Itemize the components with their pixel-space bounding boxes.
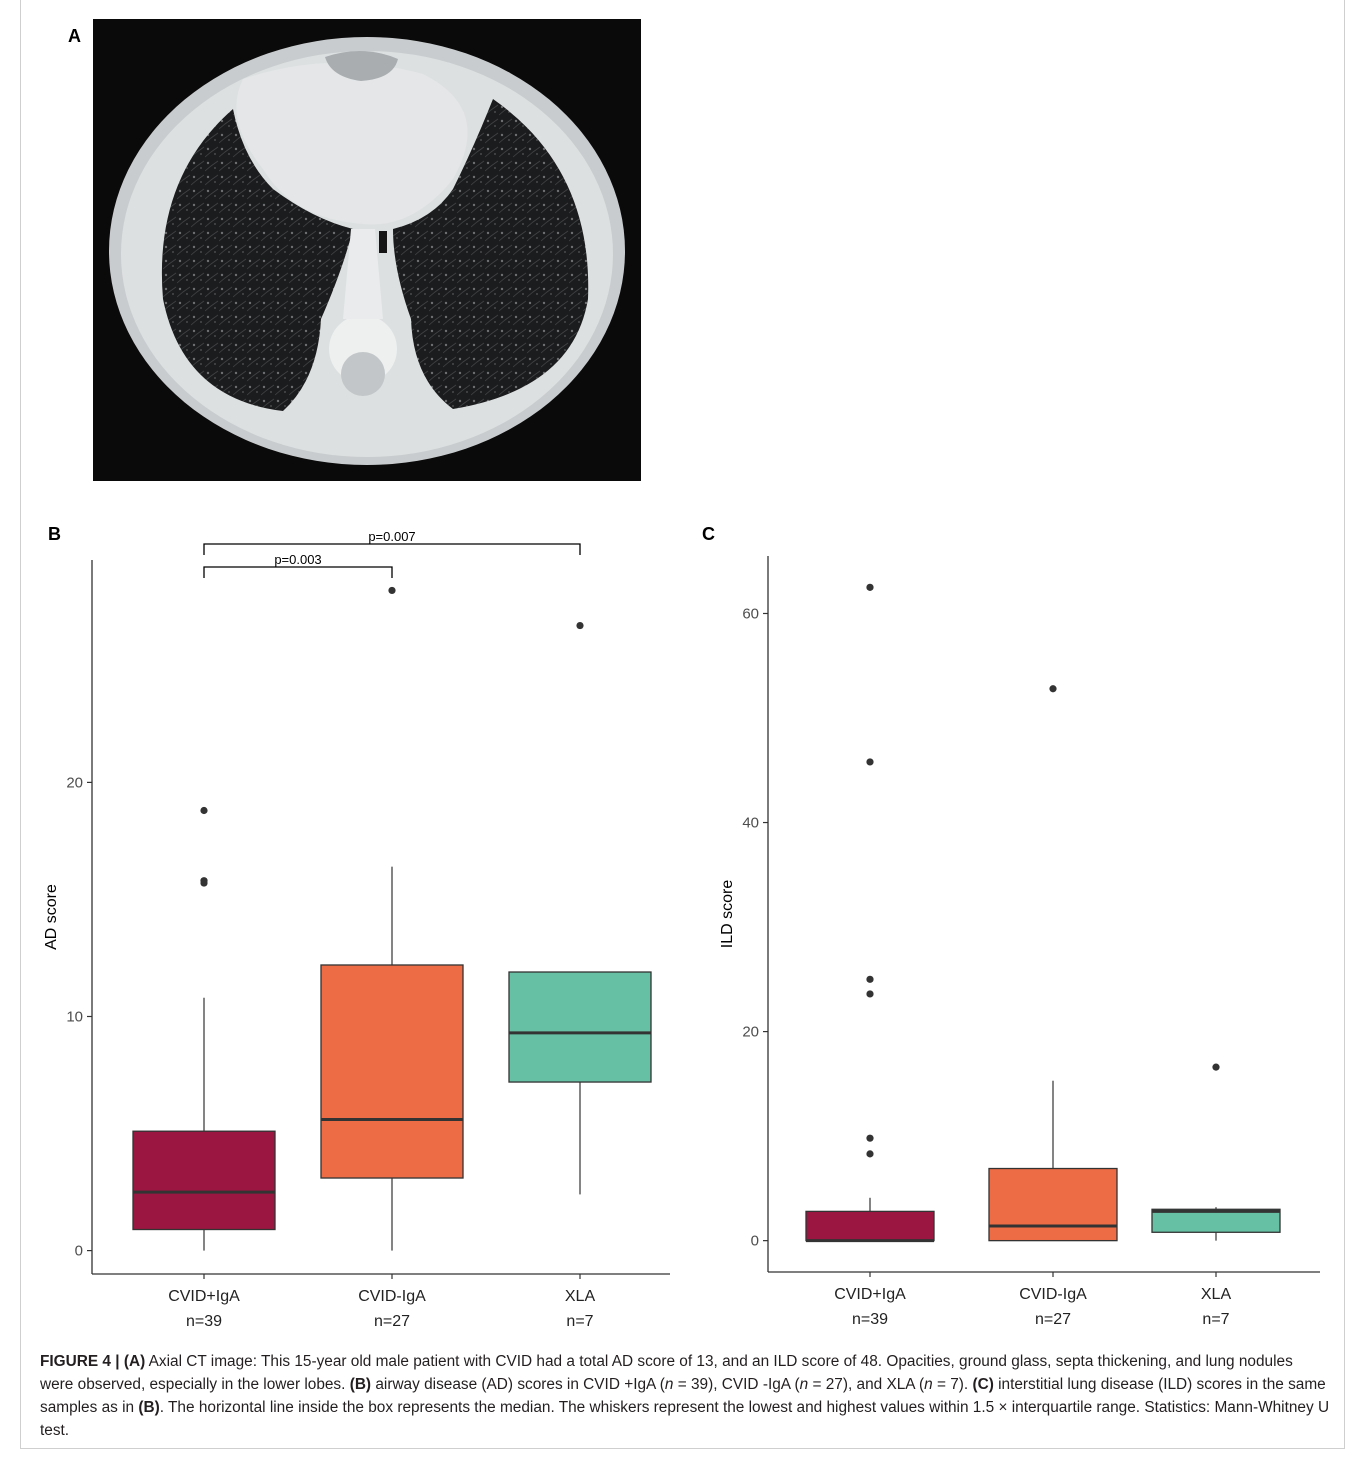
p-value-label: p=0.003 xyxy=(274,552,321,567)
ad-score-boxplot: 0 10 20 AD score CVID+IgA n=39 CVID-IgA n=27 XLA… xyxy=(43,529,670,1330)
x-tick-label: CVID-IgA xyxy=(1019,1286,1087,1303)
significance-bracket xyxy=(203,543,581,555)
outlier-point xyxy=(866,1150,874,1158)
caption-n-var: n xyxy=(664,1376,674,1393)
caption-tag-b: (B) xyxy=(349,1376,372,1393)
caption-text-b4: = 7). xyxy=(932,1376,973,1393)
ild-score-boxplot: 0 20 40 60 ILD score CVID+IgA n=39 CVID-IgA n=27… xyxy=(719,556,1320,1328)
caption-figure-label: FIGURE 4 | xyxy=(40,1353,120,1370)
x-tick-sublabel: n=7 xyxy=(566,1313,593,1330)
p-value-label: p=0.007 xyxy=(368,529,415,544)
caption-tag-a: (A) xyxy=(123,1353,146,1370)
panel-label-b: B xyxy=(48,524,61,544)
box-cvid-iga xyxy=(320,964,464,1179)
x-tick-sublabel: n=39 xyxy=(186,1313,222,1330)
y-axis-label: AD score xyxy=(43,884,60,950)
x-tick-sublabel: n=7 xyxy=(1202,1311,1229,1328)
caption-tag-c: (C) xyxy=(972,1376,994,1393)
ct-scan-drawing xyxy=(93,19,641,481)
box-cvid-iga xyxy=(805,1210,935,1242)
caption-ref-b: (B) xyxy=(138,1399,160,1416)
figure-frame xyxy=(20,0,1345,1449)
caption-n-var: n xyxy=(799,1376,809,1393)
significance-bracket xyxy=(203,566,393,578)
y-tick-label: 40 xyxy=(742,815,759,832)
x-tick-sublabel: n=27 xyxy=(1035,1311,1071,1328)
x-tick-label: XLA xyxy=(1201,1286,1232,1303)
y-axis-label: ILD score xyxy=(719,880,736,949)
x-tick-label: CVID+IgA xyxy=(168,1288,240,1305)
panel-label-c: C xyxy=(702,524,715,544)
box-cvid-iga xyxy=(988,1167,1118,1242)
outlier-point xyxy=(1049,685,1057,693)
caption-text-b2: = 39), CVID -IgA ( xyxy=(673,1376,800,1393)
outlier-point xyxy=(866,990,874,998)
caption-n-var: n xyxy=(924,1376,933,1393)
outlier-point xyxy=(576,621,584,630)
box-xla xyxy=(1151,1208,1281,1233)
outlier-point xyxy=(866,758,874,766)
caption-text-a: Axial CT image: This 15-year old male pa… xyxy=(40,1353,1293,1393)
x-tick-sublabel: n=39 xyxy=(852,1311,888,1328)
outlier-point xyxy=(866,1134,874,1142)
x-tick-label: XLA xyxy=(565,1288,596,1305)
panel-label-a: A xyxy=(68,26,81,46)
outlier-point xyxy=(200,877,208,885)
x-tick-sublabel: n=27 xyxy=(374,1313,410,1330)
outlier-point xyxy=(200,806,208,815)
outlier-point xyxy=(388,586,396,595)
outlier-point xyxy=(866,975,874,983)
x-tick-label: CVID-IgA xyxy=(358,1288,426,1305)
y-tick-label: 0 xyxy=(75,1243,83,1260)
box-cvid-iga xyxy=(132,1130,276,1231)
x-tick-label: CVID+IgA xyxy=(834,1286,906,1303)
outlier-point xyxy=(1212,1063,1220,1071)
y-tick-label: 10 xyxy=(66,1008,83,1025)
y-tick-label: 20 xyxy=(742,1024,759,1041)
figure-caption: FIGURE 4 | (A) Axial CT image: This 15-y… xyxy=(40,1350,1330,1442)
caption-text-c1: interstitial lung disease (ILD) scores i… xyxy=(40,1376,1326,1416)
caption-text-c2: . The horizontal line inside the box rep… xyxy=(40,1399,1330,1439)
outlier-point xyxy=(866,583,874,591)
caption-text-b3: = 27), and XLA ( xyxy=(808,1376,925,1393)
y-tick-label: 60 xyxy=(742,605,759,622)
caption-text-b1: airway disease (AD) scores in CVID +IgA … xyxy=(371,1376,665,1393)
ct-scan-image xyxy=(93,19,641,481)
y-tick-label: 20 xyxy=(66,774,83,791)
box-xla xyxy=(508,971,652,1083)
y-tick-label: 0 xyxy=(751,1233,759,1250)
